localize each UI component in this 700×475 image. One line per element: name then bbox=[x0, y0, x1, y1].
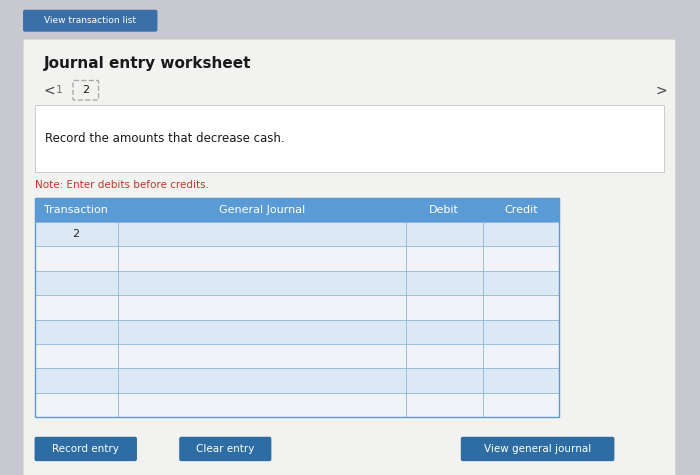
Text: 2: 2 bbox=[82, 86, 90, 95]
Bar bbox=[482, 222, 559, 247]
Bar bbox=[118, 247, 406, 271]
Text: General Journal: General Journal bbox=[218, 205, 305, 215]
Bar bbox=[34, 320, 118, 344]
Bar bbox=[406, 295, 482, 320]
FancyBboxPatch shape bbox=[461, 437, 615, 461]
FancyBboxPatch shape bbox=[23, 10, 158, 32]
Bar bbox=[118, 320, 406, 344]
Bar bbox=[482, 369, 559, 393]
Text: View general journal: View general journal bbox=[484, 444, 592, 454]
Bar bbox=[482, 393, 559, 417]
Bar bbox=[34, 222, 118, 247]
Text: Credit: Credit bbox=[504, 205, 538, 215]
Bar bbox=[406, 271, 482, 295]
Bar bbox=[34, 295, 118, 320]
Bar bbox=[34, 247, 118, 271]
Bar bbox=[118, 393, 406, 417]
Bar bbox=[118, 295, 406, 320]
Bar bbox=[406, 247, 482, 271]
Text: 2: 2 bbox=[73, 229, 80, 239]
Bar bbox=[406, 320, 482, 344]
Bar bbox=[406, 222, 482, 247]
FancyBboxPatch shape bbox=[73, 81, 99, 100]
Bar bbox=[482, 320, 559, 344]
Text: Record the amounts that decrease cash.: Record the amounts that decrease cash. bbox=[45, 132, 284, 145]
Bar bbox=[482, 271, 559, 295]
Bar bbox=[118, 271, 406, 295]
Bar bbox=[34, 393, 118, 417]
Bar bbox=[406, 198, 482, 222]
FancyBboxPatch shape bbox=[34, 437, 137, 461]
Bar bbox=[406, 344, 482, 369]
Text: >: > bbox=[655, 83, 667, 97]
Text: Debit: Debit bbox=[429, 205, 459, 215]
Bar bbox=[482, 344, 559, 369]
Text: Clear entry: Clear entry bbox=[196, 444, 255, 454]
Text: View transaction list: View transaction list bbox=[44, 16, 136, 25]
Bar bbox=[482, 247, 559, 271]
Bar bbox=[118, 198, 406, 222]
Text: 1: 1 bbox=[55, 86, 62, 95]
Bar bbox=[406, 369, 482, 393]
Bar bbox=[34, 369, 118, 393]
FancyBboxPatch shape bbox=[179, 437, 272, 461]
FancyBboxPatch shape bbox=[23, 39, 676, 475]
Bar bbox=[34, 198, 118, 222]
Text: Record entry: Record entry bbox=[52, 444, 119, 454]
Bar bbox=[34, 344, 118, 369]
Text: <: < bbox=[43, 83, 55, 97]
Bar bbox=[118, 369, 406, 393]
Text: Transaction: Transaction bbox=[44, 205, 108, 215]
Bar bbox=[34, 198, 559, 417]
Text: Journal entry worksheet: Journal entry worksheet bbox=[43, 56, 251, 71]
Bar bbox=[34, 105, 664, 172]
Bar bbox=[34, 271, 118, 295]
Bar bbox=[406, 393, 482, 417]
Bar bbox=[482, 198, 559, 222]
Bar bbox=[482, 295, 559, 320]
Text: Note: Enter debits before credits.: Note: Enter debits before credits. bbox=[34, 180, 209, 190]
Bar bbox=[118, 222, 406, 247]
Bar bbox=[118, 344, 406, 369]
